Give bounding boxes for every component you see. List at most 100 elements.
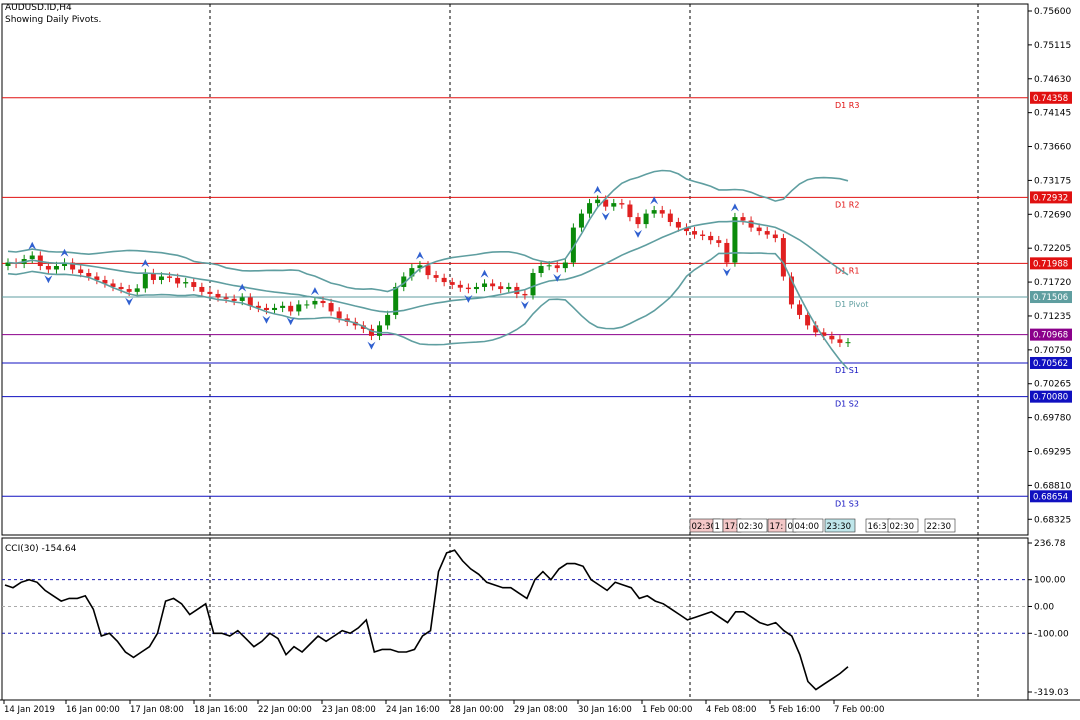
candle-body (498, 286, 504, 290)
candle-body (134, 288, 140, 292)
pivot-price-badge-label: 0.72932 (1033, 193, 1068, 203)
candle-body (595, 199, 601, 204)
fractal-down-marker (367, 341, 376, 350)
pivot-price-badge-label: 0.68654 (1033, 492, 1068, 502)
session-tag-label: 17: (770, 522, 784, 532)
candle-body (692, 231, 698, 235)
candle-body (764, 231, 770, 235)
candle-body (490, 283, 496, 287)
session-tag (887, 518, 919, 533)
pivot-price-badge (1030, 328, 1072, 341)
fractal-down-marker (634, 229, 642, 238)
fractal-down-marker (286, 317, 295, 326)
pivot-price-badge (1030, 191, 1072, 204)
pivot-price-badge-label: 0.70080 (1033, 393, 1068, 403)
candle-body (86, 272, 92, 277)
session-tag-label: 02:30 (739, 522, 764, 532)
candle-body (223, 297, 229, 299)
candle-body (425, 265, 431, 276)
candle-body (780, 238, 786, 277)
candle-body (603, 199, 609, 207)
candle-body (530, 272, 536, 296)
session-tag-label: 02:30 (692, 522, 717, 532)
candle-body (175, 277, 181, 284)
fractal-up-marker (60, 248, 69, 257)
candle-body (167, 276, 173, 278)
time-axis-label: 30 Jan 16:00 (578, 705, 632, 715)
cci-tick-label: -100.00 (1034, 629, 1069, 639)
bollinger-middle-line (7, 220, 849, 313)
candle-body (821, 332, 827, 336)
time-axis-label: 5 Feb 16:00 (770, 705, 820, 715)
pivot-price-badge-label: 0.70562 (1033, 359, 1068, 369)
candle-body (433, 275, 439, 278)
fractal-up-marker (28, 241, 37, 250)
cci-title: CCI(30) -154.64 (5, 544, 77, 554)
pivot-label: D1 S1 (835, 366, 859, 375)
candle-body (772, 234, 778, 239)
candle-body (320, 300, 326, 304)
candle-body (296, 304, 302, 312)
candle-body (611, 203, 617, 207)
candle-body (368, 328, 374, 336)
fractal-up-marker (415, 251, 424, 260)
candle-body (813, 325, 819, 333)
price-tick-label: 0.69780 (1034, 414, 1071, 424)
time-axis-label: 29 Jan 08:00 (514, 705, 568, 715)
session-tag-label: 16:3 (868, 522, 887, 532)
candle-body (756, 227, 762, 232)
candle-body (837, 339, 843, 343)
price-tick-label: 0.72205 (1034, 244, 1071, 254)
pivot-price-badge (1030, 390, 1072, 403)
candle-body (732, 217, 738, 263)
pivot-label: D1 S3 (835, 499, 859, 508)
candle-body (659, 210, 665, 214)
candle-body (845, 342, 851, 344)
candle-body (554, 265, 560, 269)
pivot-label: D1 Pivot (835, 300, 868, 309)
candle-body (829, 335, 835, 340)
price-tick-label: 0.73660 (1034, 143, 1071, 153)
session-tag-label: 1 (715, 522, 720, 532)
candle-body (183, 282, 189, 284)
cci-tick-label: 236.78 (1034, 539, 1066, 549)
candle-body (683, 227, 689, 232)
time-axis-label: 4 Feb 08:00 (706, 705, 756, 715)
candle-body (740, 217, 746, 221)
candle-body (409, 268, 415, 277)
time-axis-label: 14 Jan 2019 (4, 705, 55, 715)
price-tick-label: 0.70265 (1034, 380, 1071, 390)
candle-body (142, 272, 148, 289)
fractal-down-marker (520, 301, 529, 310)
pivot-price-badge-label: 0.74358 (1033, 94, 1068, 104)
pivot-price-badge (1030, 257, 1072, 270)
candle-body (635, 217, 641, 225)
candle-body (441, 277, 447, 283)
chart-subtitle: Showing Daily Pivots. (5, 15, 102, 25)
candle-body (272, 307, 278, 311)
candle-body (514, 286, 520, 294)
candle-body (449, 282, 455, 285)
candle-body (102, 279, 108, 284)
price-tick-label: 0.73175 (1034, 176, 1071, 186)
candle-body (401, 276, 407, 287)
candle-body (748, 220, 754, 228)
candle-body (546, 265, 552, 267)
price-tick-label: 0.70750 (1034, 346, 1071, 356)
candle-body (126, 289, 132, 292)
candle-body (215, 293, 221, 298)
price-tick-label: 0.68325 (1034, 515, 1071, 525)
candle-body (805, 314, 811, 326)
candle-body (312, 300, 318, 305)
candle-body (191, 282, 197, 287)
time-axis-label: 16 Jan 00:00 (66, 705, 120, 715)
time-axis-label: 23 Jan 08:00 (322, 705, 376, 715)
candle-body (239, 297, 245, 301)
price-tick-label: 0.68810 (1034, 481, 1071, 491)
session-tag (792, 518, 824, 533)
candle-body (158, 276, 164, 280)
cci-line (4, 549, 849, 691)
time-axis-label: 18 Jan 16:00 (194, 705, 248, 715)
